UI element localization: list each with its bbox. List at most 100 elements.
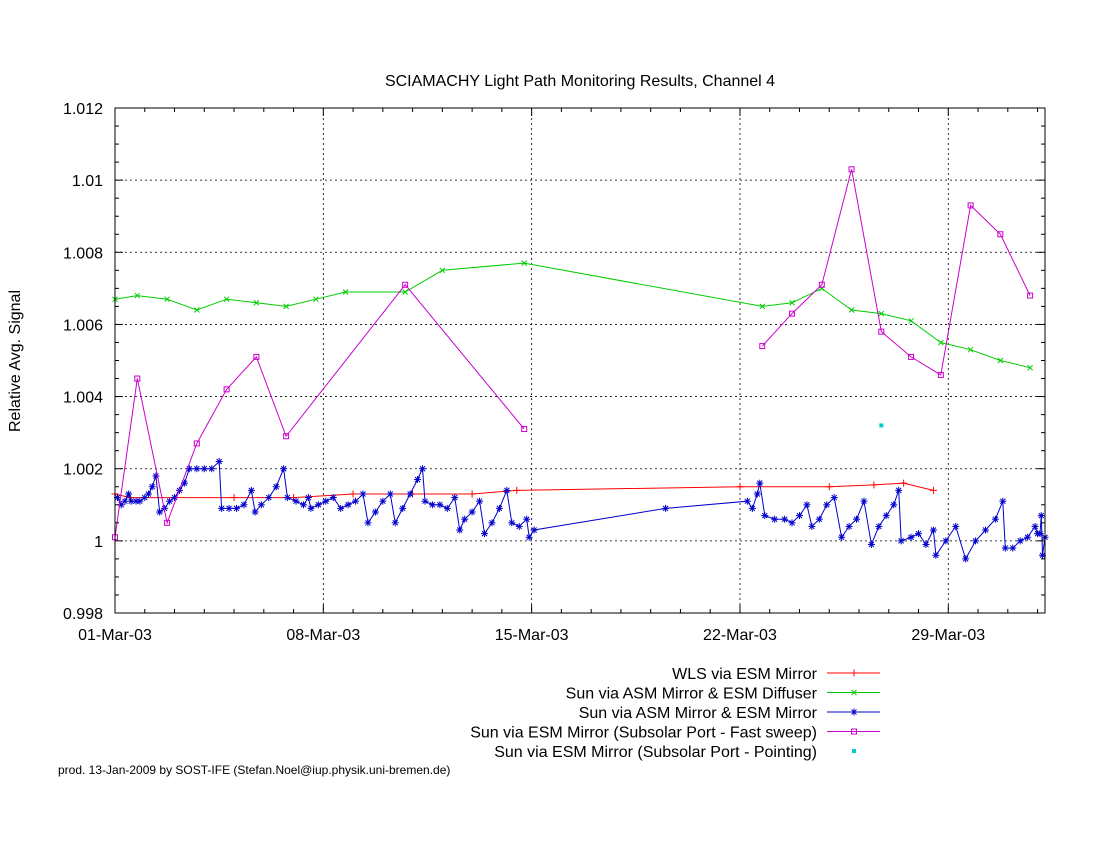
data-point [379, 497, 387, 505]
data-point [364, 519, 372, 527]
data-point [915, 530, 923, 538]
footer-credit: prod. 13-Jan-2009 by SOST-IFE (Stefan.No… [58, 763, 451, 777]
data-point [456, 526, 464, 534]
data-point [756, 479, 764, 487]
data-point [1001, 544, 1009, 552]
data-point [743, 497, 751, 505]
data-point [200, 465, 208, 473]
data-point [451, 494, 459, 502]
data-point [932, 551, 940, 559]
data-point [515, 522, 523, 530]
data-point [759, 303, 766, 310]
data-point [1016, 537, 1024, 545]
data-point [476, 497, 484, 505]
data-point [908, 317, 914, 324]
data-point [530, 526, 538, 534]
data-point [344, 501, 352, 509]
data-point [240, 501, 248, 509]
data-point [253, 353, 260, 360]
data-point [1036, 530, 1044, 538]
legend-label: Sun via ASM Mirror & ESM Diffuser [566, 686, 818, 703]
series-line [114, 482, 934, 499]
data-point [292, 497, 300, 505]
data-point [443, 504, 451, 512]
data-point [890, 501, 898, 509]
data-point [952, 522, 960, 530]
data-point [852, 749, 856, 753]
data-point [922, 540, 930, 548]
data-point [875, 522, 883, 530]
data-point [736, 483, 744, 491]
data-point [1037, 512, 1045, 520]
data-point [225, 504, 233, 512]
data-point [144, 490, 152, 498]
data-point [508, 519, 516, 527]
data-point [860, 497, 868, 505]
data-point [125, 490, 133, 498]
data-point [218, 504, 226, 512]
data-point [789, 299, 795, 306]
x-tick-label: 22-Mar-03 [703, 627, 777, 644]
data-point [870, 481, 878, 489]
data-point [406, 490, 414, 498]
axis-ticks: 0.998 1 1.002 1.004 1.006 1.008 1.01 1.012 01-Ma… [63, 101, 1045, 644]
data-point [402, 281, 409, 288]
data-point [283, 433, 290, 440]
data-point [771, 515, 779, 523]
legend-item: Sun via ASM Mirror & ESM Mirror [579, 705, 880, 722]
y-tick-label: 1.006 [63, 317, 103, 334]
data-point [967, 346, 974, 353]
data-point [257, 501, 265, 509]
chart-title: SCIAMACHY Light Path Monitoring Results,… [385, 73, 775, 90]
data-point [134, 375, 141, 382]
plot-frame [114, 107, 1046, 614]
data-point [808, 522, 816, 530]
data-point [503, 486, 511, 494]
data-point [272, 483, 280, 491]
grid [115, 108, 1045, 613]
data-point [825, 483, 833, 491]
data-point [848, 166, 855, 173]
data-point [907, 533, 915, 541]
data-point [521, 426, 528, 433]
data-point [419, 465, 427, 473]
data-point [208, 465, 216, 473]
data-point [788, 519, 796, 527]
data-point [134, 292, 141, 299]
data-point [513, 486, 521, 494]
y-tick-label: 1.008 [63, 245, 103, 262]
legend: WLS via ESM Mirror Sun via ASM Mirror & E… [470, 666, 880, 761]
data-point [481, 530, 489, 538]
data-point [280, 465, 288, 473]
data-point [113, 494, 121, 502]
data-point [313, 296, 319, 303]
data-point [929, 486, 937, 494]
data-point [371, 508, 379, 516]
data-point [428, 501, 436, 509]
series-1 [111, 479, 937, 502]
data-point [283, 494, 291, 502]
data-point [929, 526, 937, 534]
data-point [1027, 364, 1033, 371]
data-point [1027, 292, 1034, 299]
data-point [193, 440, 200, 447]
data-point [439, 267, 446, 274]
data-point [352, 497, 360, 505]
data-point [1039, 551, 1047, 559]
data-point [121, 497, 129, 505]
data-point [815, 515, 823, 523]
data-point [942, 537, 950, 545]
y-axis-label: Relative Avg. Signal [7, 290, 24, 432]
data-point [223, 296, 230, 303]
y-tick-label: 0.998 [63, 606, 103, 623]
data-point [307, 504, 315, 512]
data-point [981, 526, 989, 534]
data-point [845, 522, 853, 530]
data-point [748, 504, 756, 512]
data-point [999, 497, 1007, 505]
data-point [853, 515, 861, 523]
data-point [991, 515, 999, 523]
data-point [795, 512, 803, 520]
data-point [878, 310, 885, 317]
data-point [761, 512, 769, 520]
